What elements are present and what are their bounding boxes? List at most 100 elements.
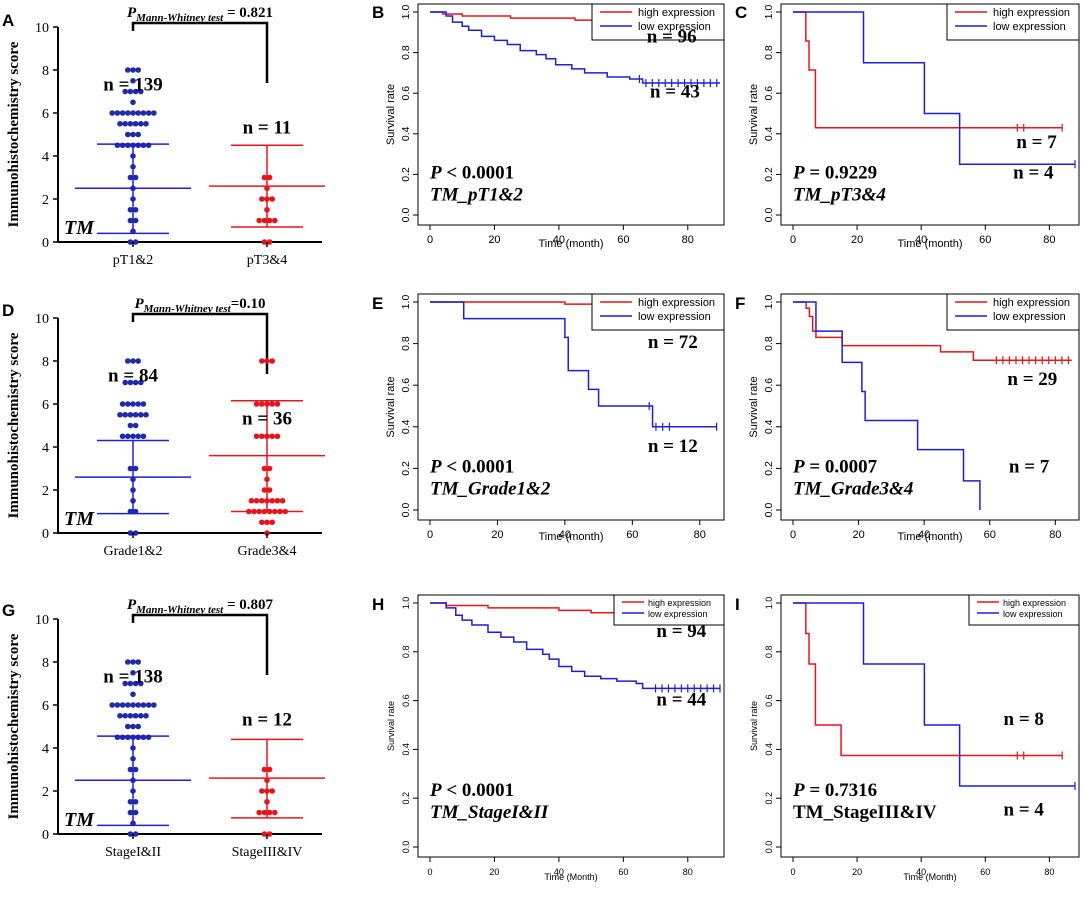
x-axis-label: Time (month) — [898, 531, 963, 543]
km-p-value: P < 0.0001 — [429, 780, 514, 801]
y-tick-label: 0.8 — [764, 646, 774, 659]
data-point — [114, 702, 121, 708]
data-point — [132, 422, 139, 429]
data-point — [125, 142, 131, 149]
data-point — [274, 497, 281, 504]
p-value-text: = 0.7316 — [805, 780, 878, 801]
km-panel-F: F 0.0 0.2 0.4 0.6 0.8 1.0 0 20 40 60 80 Time (month)… — [735, 293, 1080, 543]
legend-box — [591, 3, 725, 41]
y-axis-label: Survival rate — [748, 84, 760, 145]
x-tick-label: 60 — [617, 234, 629, 246]
data-point — [130, 723, 136, 730]
data-point — [266, 239, 273, 245]
data-point — [269, 358, 276, 364]
data-point — [132, 798, 139, 805]
km-p-value: P < 0.0001 — [429, 162, 514, 183]
p-value-text: = 0.9229 — [805, 162, 878, 183]
data-point — [127, 530, 134, 536]
data-point — [114, 734, 121, 741]
panel-letter: D — [2, 301, 14, 320]
data-point — [269, 497, 276, 504]
data-point — [125, 433, 131, 440]
x-tick-label: 80 — [1049, 529, 1061, 541]
data-point — [127, 465, 134, 472]
data-point — [122, 712, 128, 719]
y-tick-label: 4 — [42, 441, 49, 456]
data-point — [122, 120, 128, 127]
y-axis-label: Immunohistochemistry score — [6, 332, 22, 518]
data-point — [145, 142, 152, 149]
y-tick-label: 0.0 — [400, 503, 412, 518]
data-point — [132, 712, 139, 719]
x-tick-label: 80 — [694, 529, 706, 541]
y-tick-label: 0.0 — [764, 841, 774, 854]
y-tick-label: 0.8 — [401, 646, 411, 659]
y-tick-label: 1.0 — [763, 5, 775, 20]
data-point — [138, 712, 144, 719]
data-point — [259, 358, 265, 364]
p-value-text: < 0.0001 — [442, 457, 515, 478]
panel-letter: I — [735, 595, 740, 614]
y-tick-label: 0.6 — [764, 694, 774, 707]
x-tick-label: 20 — [488, 234, 500, 246]
data-point — [266, 217, 273, 224]
data-point — [114, 110, 121, 116]
group-n-label: n = 11 — [243, 117, 292, 138]
y-tick-label: 0.4 — [763, 419, 775, 434]
data-point — [138, 379, 144, 386]
legend-label: high expression — [993, 7, 1070, 19]
plot-frame — [417, 293, 725, 521]
n-label: n = 7 — [1009, 457, 1050, 478]
data-point — [261, 174, 268, 181]
y-tick-label: 0 — [42, 236, 49, 251]
data-point — [261, 217, 268, 224]
y-tick-label: 0 — [42, 527, 49, 542]
p-value-label: PMann-Whitney test = 0.807 — [127, 597, 274, 616]
legend-label: low expression — [1003, 609, 1063, 619]
x-tick-label: 40 — [559, 529, 571, 541]
p-symbol: P — [134, 296, 144, 312]
data-point — [138, 411, 144, 418]
y-tick-label: 1.0 — [764, 597, 774, 610]
y-tick-label: 0.0 — [400, 208, 412, 223]
survival-curve — [793, 301, 981, 510]
x-tick-label: 0 — [427, 867, 432, 877]
data-point — [135, 110, 141, 116]
plot-frame — [780, 3, 1080, 226]
tm-tag: TM — [64, 217, 95, 239]
data-point — [135, 433, 141, 440]
km-panel-H: H 0.0 0.2 0.4 0.6 0.8 1.0 0 20 40 60 80 Time (Month)… — [372, 594, 725, 882]
n-label: n = 8 — [1004, 709, 1044, 730]
panel-letter: F — [735, 294, 745, 313]
data-point — [140, 734, 147, 741]
data-point — [127, 422, 134, 429]
legend-label: high expression — [1003, 598, 1066, 608]
data-point — [132, 530, 139, 536]
data-point — [132, 120, 139, 127]
panel-letter: H — [372, 595, 384, 614]
data-point — [140, 401, 147, 407]
p-symbol: P — [792, 162, 805, 183]
data-point — [266, 174, 273, 181]
x-tick-label: 60 — [626, 529, 638, 541]
x-tick-label: Grade1&2 — [103, 544, 162, 559]
y-tick-label: 0.4 — [400, 126, 412, 141]
x-axis-label: Time (month) — [898, 238, 963, 250]
y-axis-label: Survival rate — [748, 376, 760, 437]
data-point — [272, 217, 278, 224]
data-point — [261, 831, 268, 837]
km-p-value: P = 0.0007 — [792, 457, 878, 478]
data-point — [138, 680, 144, 687]
y-tick-label: 2 — [42, 785, 49, 800]
data-point — [135, 702, 141, 708]
y-tick-label: 2 — [42, 484, 49, 499]
km-panel-C: C 0.0 0.2 0.4 0.6 0.8 1.0 0 20 40 60 80 Time (month)… — [735, 3, 1080, 250]
significance-bracket — [131, 312, 269, 374]
km-p-value: P = 0.9229 — [792, 162, 877, 183]
survival-curve — [793, 602, 1063, 757]
data-point — [269, 196, 276, 202]
n-label: n = 94 — [656, 621, 706, 642]
group-n-label: n = 84 — [108, 365, 158, 386]
p-symbol: P — [429, 780, 442, 801]
p-symbol: P — [127, 597, 137, 613]
